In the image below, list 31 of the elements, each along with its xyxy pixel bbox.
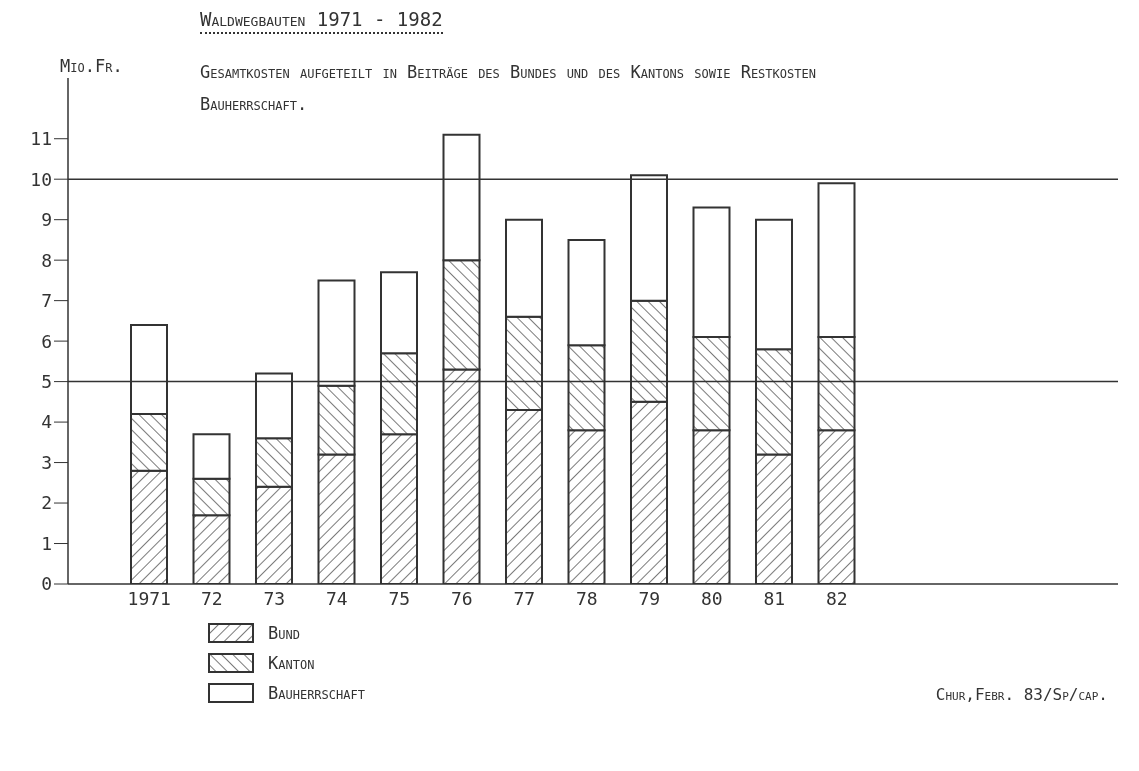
legend-label: Kanton [268, 653, 315, 673]
x-tick-label: 72 [200, 587, 223, 609]
x-tick-label: 73 [263, 587, 286, 609]
y-tick-label: 11 [30, 128, 52, 150]
text: Chur,Febr. 83/Sp/cap. [935, 685, 1108, 704]
y-tick-label: 3 [41, 451, 52, 473]
y-tick-label: 1 [41, 532, 52, 554]
x-tick-label: 80 [700, 587, 723, 609]
legend-label: Bauherrschaft [268, 683, 365, 703]
y-tick-label: 10 [30, 168, 52, 190]
x-tick-label: 1971 [127, 587, 171, 609]
legend-label: Bund [268, 623, 300, 643]
y-axis-title: Mio.Fr. [60, 56, 123, 76]
x-tick-label: 77 [513, 587, 536, 609]
y-tick-label: 8 [41, 249, 52, 271]
y-tick-label: 0 [41, 573, 52, 595]
x-tick-label: 79 [638, 587, 661, 609]
x-tick-label: 74 [325, 587, 348, 609]
y-tick-label: 5 [41, 370, 52, 392]
x-tick-label: 81 [763, 587, 786, 609]
x-tick-label: 75 [388, 587, 411, 609]
chart-subtitle: Gesamtkosten aufgeteilt in Beiträge des Bundes und des Kantons sowie Restkosten Bauherrschaft. [200, 61, 817, 116]
y-tick-label: 2 [41, 492, 52, 514]
x-tick-label: 78 [575, 587, 598, 609]
x-tick-label: 76 [450, 587, 473, 609]
y-tick-label: 9 [41, 209, 52, 231]
chart-title: Waldwegbauten 1971 - 1982 [200, 8, 443, 34]
x-tick-label: 82 [825, 587, 848, 609]
y-tick-label: 6 [41, 330, 52, 352]
y-tick-label: 4 [41, 411, 52, 433]
y-tick-label: 7 [41, 290, 52, 312]
